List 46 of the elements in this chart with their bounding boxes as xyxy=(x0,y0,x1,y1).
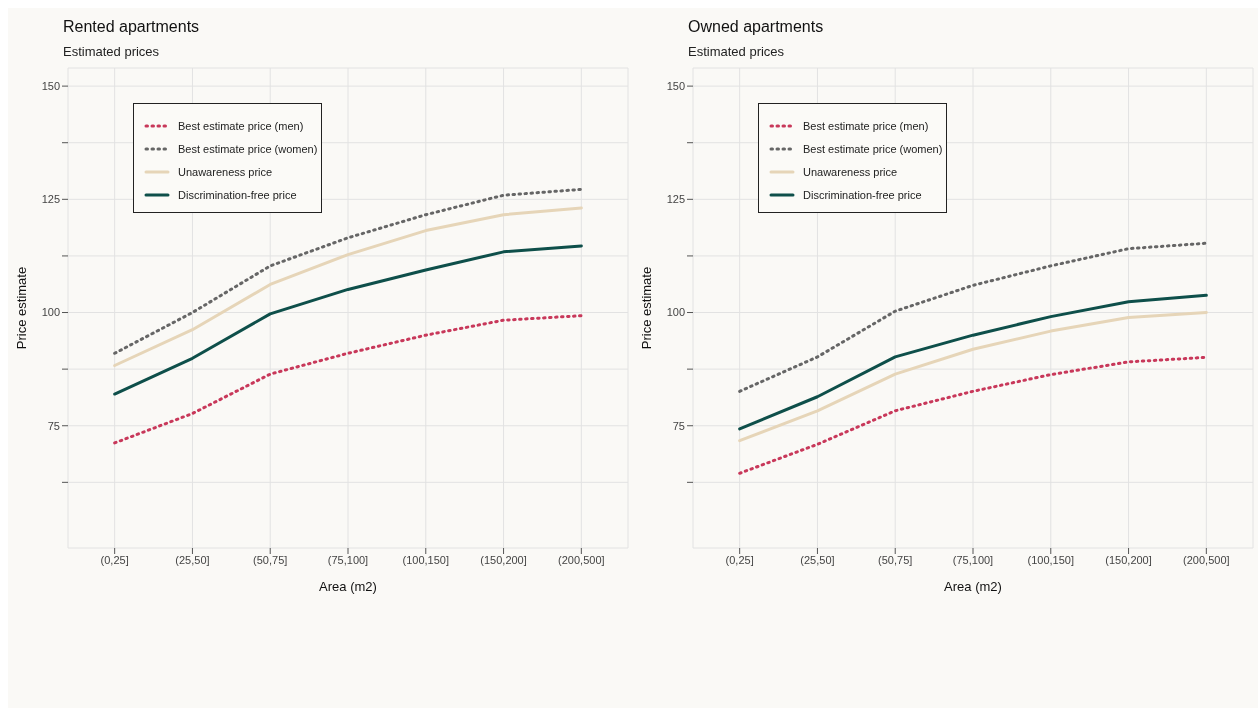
x-tick-label: (50,75] xyxy=(878,553,913,566)
y-axis-title: Price estimate xyxy=(638,266,654,350)
y-tick-label: 75 xyxy=(672,419,685,432)
chart-subtitle: Estimated prices xyxy=(688,44,785,59)
legend-label: Unawareness price xyxy=(178,165,273,178)
legend-label: Best estimate price (women) xyxy=(178,142,318,155)
chart-subtitle: Estimated prices xyxy=(63,44,160,59)
y-tick-label: 75 xyxy=(47,419,60,432)
legend-label: Best estimate price (women) xyxy=(803,142,943,155)
x-tick-label: (200,500] xyxy=(1183,553,1230,566)
legend-label: Unawareness price xyxy=(803,165,898,178)
line-series xyxy=(738,241,1208,393)
x-tick-label: (0,25] xyxy=(100,553,129,566)
x-tick-label: (100,150] xyxy=(1027,553,1075,566)
x-tick-label: (200,500] xyxy=(558,553,605,566)
x-tick-label: (25,50] xyxy=(800,553,835,566)
y-tick-label: 150 xyxy=(666,80,685,93)
x-axis-title: Area (m2) xyxy=(944,579,1002,594)
line-series xyxy=(738,355,1208,475)
line-series xyxy=(113,314,583,445)
line-series xyxy=(113,244,583,396)
line-series xyxy=(738,293,1208,431)
y-axis-title: Price estimate xyxy=(13,266,29,350)
x-tick-label: (0,25] xyxy=(725,553,754,566)
y-tick-label: 125 xyxy=(666,193,685,206)
x-tick-label: (150,200] xyxy=(1105,553,1152,566)
x-tick-label: (50,75] xyxy=(253,553,288,566)
chart-title: Owned apartments xyxy=(688,18,824,36)
y-tick-label: 150 xyxy=(41,80,60,93)
legend-label: Discrimination-free price xyxy=(803,188,922,201)
line-series xyxy=(113,187,583,355)
x-tick-label: (75,100] xyxy=(327,553,369,566)
x-tick-label: (75,100] xyxy=(952,553,994,566)
legend-label: Discrimination-free price xyxy=(178,188,297,201)
x-tick-label: (150,200] xyxy=(480,553,527,566)
y-tick-label: 100 xyxy=(41,306,60,319)
y-tick-label: 125 xyxy=(41,193,60,206)
legend-label: Best estimate price (men) xyxy=(803,119,929,132)
y-tick-label: 100 xyxy=(666,306,685,319)
line-series xyxy=(113,206,583,368)
x-tick-label: (100,150] xyxy=(402,553,450,566)
x-tick-label: (25,50] xyxy=(175,553,210,566)
line-series xyxy=(738,311,1208,443)
x-axis-title: Area (m2) xyxy=(319,579,377,594)
legend-label: Best estimate price (men) xyxy=(178,119,304,132)
chart-title: Rented apartments xyxy=(63,18,200,36)
